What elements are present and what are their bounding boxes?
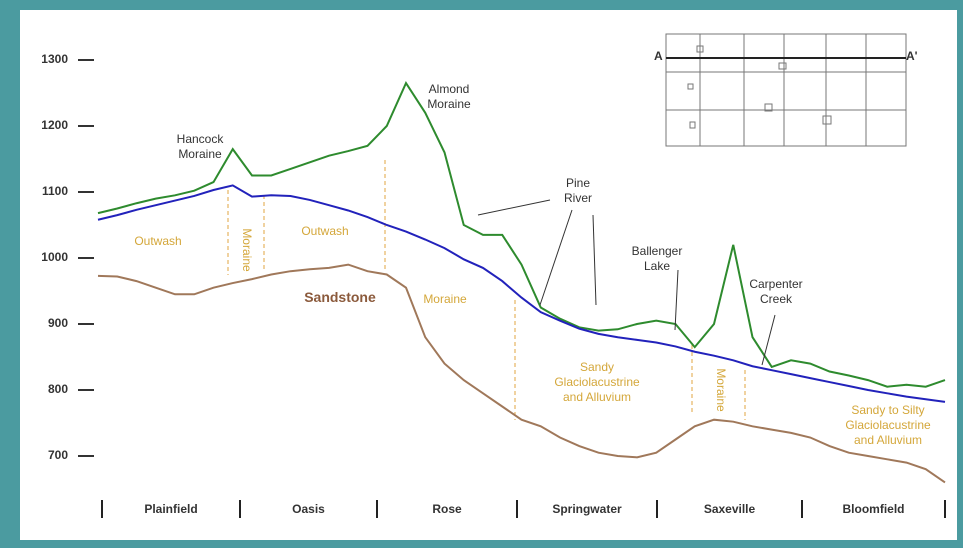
region-label: Plainfield xyxy=(144,502,197,516)
map-label: A' xyxy=(906,49,918,63)
annotation-line: Moraine xyxy=(423,292,467,306)
annotation: Moraine xyxy=(714,368,728,412)
annotation: Hancock Moraine xyxy=(177,132,225,161)
y-tick-label: 700 xyxy=(48,448,68,462)
y-tick-label: 1100 xyxy=(42,184,68,198)
y-tick-label: 1300 xyxy=(41,52,68,66)
annotation: Ballenger Lake xyxy=(632,244,683,273)
annotation-line: Outwash xyxy=(301,224,348,238)
region-label: Rose xyxy=(432,502,462,516)
annotation-line: Sandy xyxy=(580,360,614,374)
annotation-line: Outwash xyxy=(134,234,181,248)
annotation-line: Carpenter xyxy=(749,277,802,291)
annotation-line: and Alluvium xyxy=(563,390,631,404)
leader xyxy=(674,269,679,331)
annotation-line: River xyxy=(564,191,592,205)
annotation: Outwash xyxy=(134,234,181,248)
leader xyxy=(592,214,597,306)
annotation: Sandy Glaciolacustrine and Alluvium xyxy=(554,360,640,404)
annotation-line: Pine xyxy=(566,176,590,190)
annotation-line: Creek xyxy=(760,292,793,306)
annotation-line: Hancock xyxy=(177,132,225,146)
annotation: Pine River xyxy=(564,176,592,205)
y-tick-label: 800 xyxy=(48,382,68,396)
annotation-line: Glaciolacustrine xyxy=(554,375,640,389)
region-label: Saxeville xyxy=(704,502,756,516)
region-label: Bloomfield xyxy=(843,502,905,516)
map-label: A xyxy=(654,49,663,63)
series-line xyxy=(97,263,946,484)
panel xyxy=(20,10,957,540)
annotation-line: Glaciolacustrine xyxy=(845,418,931,432)
annotation: Outwash xyxy=(301,224,348,238)
annotation: Moraine xyxy=(423,292,467,306)
annotation-line: Sandstone xyxy=(304,289,376,305)
annotation-line: Ballenger xyxy=(632,244,683,258)
leader xyxy=(761,314,776,366)
annotation-line: Lake xyxy=(644,259,670,273)
annotation: Carpenter Creek xyxy=(749,277,802,306)
leader xyxy=(477,199,551,216)
annotation-line: Moraine xyxy=(240,228,254,272)
annotation-line: Moraine xyxy=(714,368,728,412)
annotation-line: Moraine xyxy=(178,147,222,161)
y-tick-label: 1200 xyxy=(41,118,68,132)
region-label: Springwater xyxy=(552,502,622,516)
leader xyxy=(539,209,573,306)
region-label: Oasis xyxy=(292,502,325,516)
annotation-line: and Alluvium xyxy=(854,433,922,447)
y-tick-label: 900 xyxy=(48,316,68,330)
series-line xyxy=(97,81,946,388)
annotation: Sandy to Silty Glaciolacustrine and Alluvi… xyxy=(845,403,931,447)
annotation: Almond Moraine xyxy=(427,82,471,111)
annotation: Moraine xyxy=(240,228,254,272)
annotation-line: Sandy to Silty xyxy=(851,403,924,417)
inset-map xyxy=(665,33,907,147)
annotation: Sandstone xyxy=(304,289,376,305)
annotation-line: Almond xyxy=(429,82,470,96)
y-tick-label: 1000 xyxy=(41,250,68,264)
series-line xyxy=(97,184,946,403)
annotation-line: Moraine xyxy=(427,97,471,111)
